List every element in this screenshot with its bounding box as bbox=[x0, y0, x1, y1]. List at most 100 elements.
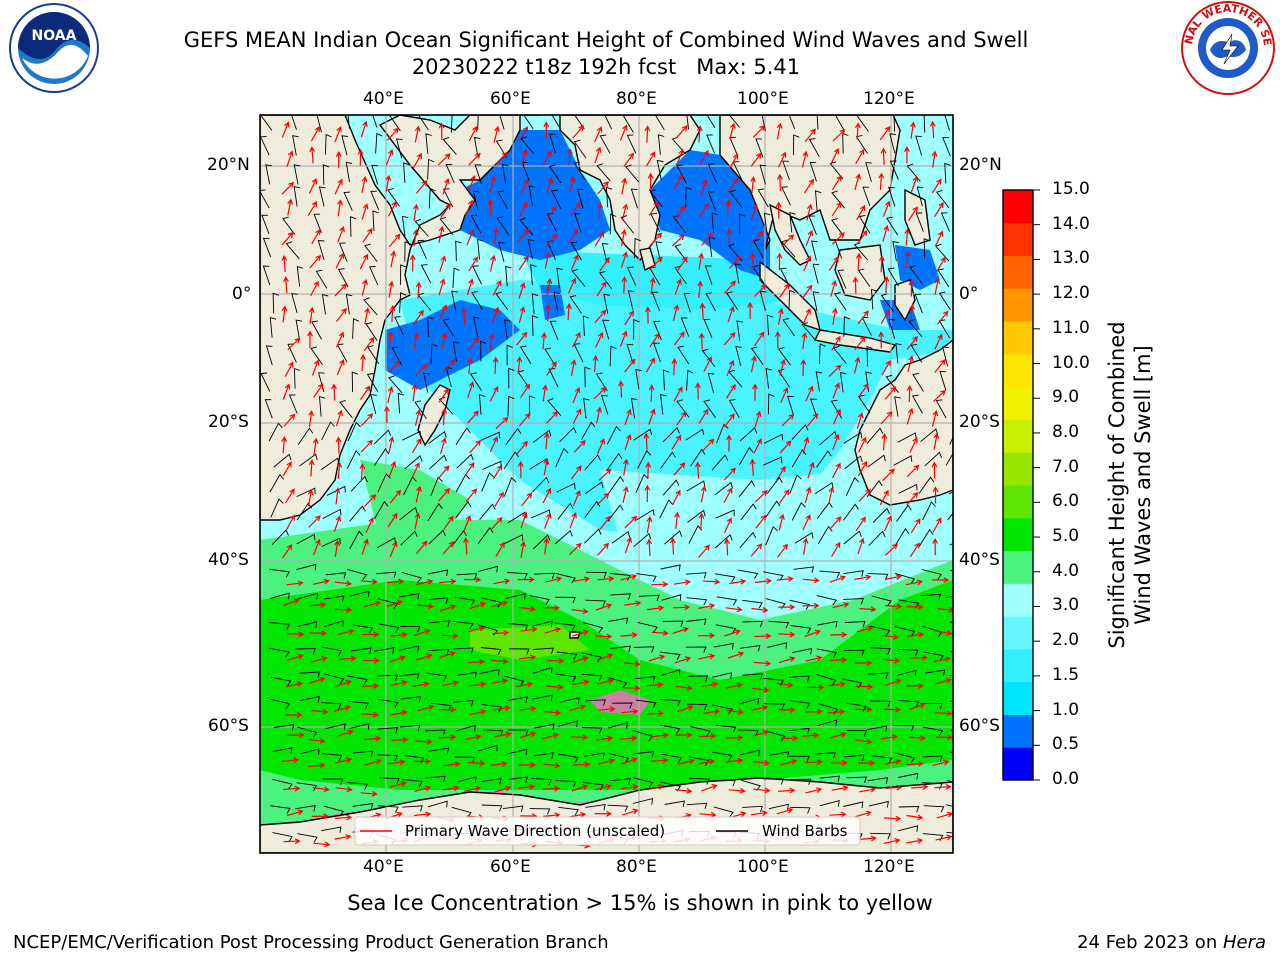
wind-barb bbox=[801, 322, 816, 340]
wave-arrow bbox=[646, 515, 653, 534]
wave-arrow bbox=[649, 277, 656, 295]
wave-arrow bbox=[671, 358, 678, 376]
wave-arrow bbox=[727, 177, 739, 192]
wind-barb bbox=[844, 754, 865, 761]
wave-arrow bbox=[807, 684, 825, 691]
wave-arrow bbox=[287, 198, 293, 216]
wind-barb bbox=[816, 674, 837, 686]
wind-barb bbox=[767, 642, 788, 649]
wave-arrow bbox=[310, 280, 319, 297]
wind-barb bbox=[649, 266, 661, 286]
wave-arrow bbox=[751, 704, 769, 711]
wind-barb bbox=[372, 210, 379, 232]
wind-barb bbox=[715, 624, 737, 634]
wind-barb bbox=[757, 188, 769, 208]
wind-barb bbox=[657, 134, 665, 155]
wave-arrow bbox=[780, 387, 789, 404]
wave-arrow bbox=[935, 630, 953, 636]
wave-arrow bbox=[491, 658, 509, 665]
wave-arrow bbox=[414, 628, 431, 637]
wave-arrow bbox=[596, 406, 602, 424]
wave-arrow bbox=[698, 544, 710, 558]
wave-arrow bbox=[313, 841, 331, 848]
wave-arrow bbox=[438, 225, 445, 243]
wind-barb bbox=[759, 164, 767, 185]
wind-barb bbox=[269, 622, 290, 630]
wave-arrow bbox=[469, 681, 487, 688]
wave-arrow bbox=[828, 256, 839, 271]
wave-arrow bbox=[383, 405, 390, 424]
wave-arrow bbox=[749, 458, 756, 476]
wave-arrow bbox=[650, 232, 663, 246]
wind-barb bbox=[630, 397, 638, 419]
colorbar-tick-label: 9.0 bbox=[1052, 387, 1080, 408]
wave-arrow bbox=[830, 631, 848, 638]
wave-arrow bbox=[934, 201, 944, 218]
wind-barb bbox=[374, 500, 389, 520]
wave-arrow bbox=[312, 437, 319, 455]
wind-barb bbox=[714, 481, 734, 496]
wave-arrow bbox=[778, 604, 796, 611]
wind-barb bbox=[270, 805, 291, 814]
wave-arrow bbox=[933, 432, 940, 450]
wind-barb bbox=[661, 594, 682, 601]
wind-barb bbox=[295, 648, 316, 655]
wind-barb bbox=[375, 132, 383, 154]
wave-arrow bbox=[334, 834, 352, 840]
wave-arrow bbox=[411, 462, 420, 478]
wind-barb bbox=[584, 528, 602, 544]
wind-barb bbox=[939, 370, 947, 391]
wind-barb bbox=[922, 703, 943, 710]
wind-barb bbox=[548, 133, 556, 154]
wind-barb bbox=[871, 595, 892, 607]
lon-tick-bottom-60e: 60°E bbox=[490, 857, 531, 877]
wind-barb bbox=[870, 700, 891, 707]
lat-tick-left-20n: 20°N bbox=[207, 155, 250, 175]
wind-barb bbox=[626, 343, 634, 364]
wind-barb bbox=[532, 429, 552, 443]
colorbar-tick-label: 0.0 bbox=[1052, 769, 1080, 789]
wave-arrow bbox=[729, 122, 736, 140]
wind-barb bbox=[261, 214, 270, 235]
wave-arrow bbox=[694, 382, 701, 400]
wave-arrow bbox=[754, 284, 767, 297]
wave-arrow bbox=[282, 383, 291, 400]
wind-barb bbox=[427, 597, 449, 604]
wind-barb bbox=[620, 215, 634, 234]
wave-arrow bbox=[521, 492, 533, 507]
wave-arrow bbox=[673, 174, 683, 190]
wind-barb bbox=[472, 190, 480, 211]
wave-arrow bbox=[879, 489, 889, 506]
wave-arrow bbox=[880, 734, 898, 740]
wave-arrow bbox=[853, 356, 861, 374]
wind-barb bbox=[865, 162, 872, 182]
wind-barb bbox=[947, 512, 953, 521]
wind-barb bbox=[269, 568, 290, 578]
wave-arrow bbox=[519, 705, 537, 712]
wave-arrow bbox=[387, 512, 398, 528]
wave-arrow bbox=[598, 758, 616, 765]
wave-arrow bbox=[439, 706, 457, 713]
wave-arrow bbox=[907, 631, 925, 638]
wind-barb bbox=[651, 291, 661, 312]
wind-barb bbox=[387, 188, 400, 207]
wave-arrow bbox=[937, 606, 953, 613]
colorbar-frame bbox=[1002, 189, 1034, 781]
wave-arrow bbox=[335, 436, 342, 454]
wind-barb bbox=[812, 263, 820, 284]
wave-arrow bbox=[468, 625, 486, 633]
wave-arrow bbox=[572, 629, 590, 637]
wave-arrow bbox=[672, 604, 691, 611]
wave-arrow bbox=[776, 576, 794, 582]
wind-barb bbox=[428, 648, 450, 656]
wind-barb bbox=[686, 115, 690, 130]
wave-arrow bbox=[623, 152, 635, 167]
wind-barb bbox=[867, 725, 888, 733]
wind-barb bbox=[507, 395, 515, 417]
wind-barb bbox=[363, 297, 378, 316]
wave-arrow bbox=[312, 578, 330, 585]
wave-arrow bbox=[414, 811, 432, 818]
wave-arrow bbox=[360, 790, 378, 797]
wind-barb bbox=[660, 669, 681, 677]
wave-arrow bbox=[592, 354, 599, 373]
